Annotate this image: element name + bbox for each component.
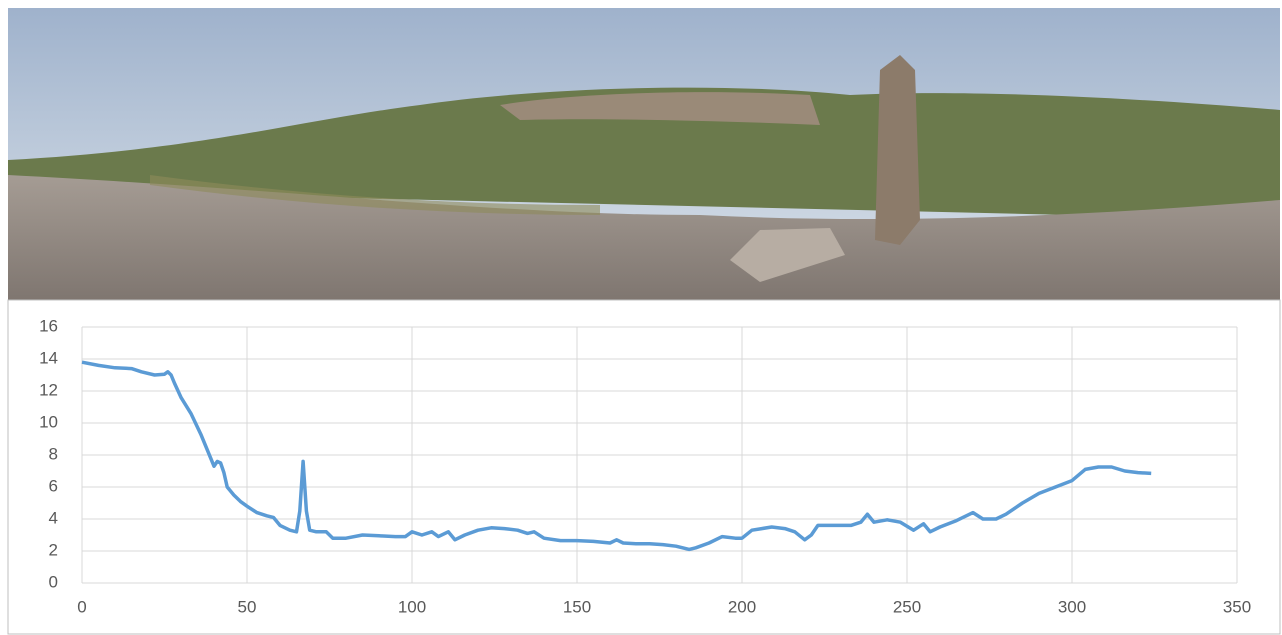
x-tick-label: 50	[238, 597, 257, 616]
x-tick-label: 300	[1058, 597, 1086, 616]
y-tick-label: 4	[49, 508, 58, 527]
x-tick-label: 350	[1223, 597, 1251, 616]
figure: 0 2 4 6 8 10 12 14 16 0 50 100 150 200 250 300 350	[0, 0, 1282, 635]
x-tick-label: 150	[563, 597, 591, 616]
x-tick-label: 250	[893, 597, 921, 616]
x-tick-label: 100	[398, 597, 426, 616]
y-tick-label: 10	[39, 412, 58, 431]
y-tick-label: 6	[49, 476, 58, 495]
y-tick-label: 12	[39, 380, 58, 399]
y-tick-label: 8	[49, 444, 58, 463]
y-tick-label: 16	[39, 316, 58, 335]
panorama-photo	[8, 8, 1280, 300]
y-tick-label: 0	[49, 572, 58, 591]
y-tick-label: 2	[49, 540, 58, 559]
x-tick-label: 0	[77, 597, 86, 616]
y-tick-label: 14	[39, 348, 58, 367]
x-tick-label: 200	[728, 597, 756, 616]
